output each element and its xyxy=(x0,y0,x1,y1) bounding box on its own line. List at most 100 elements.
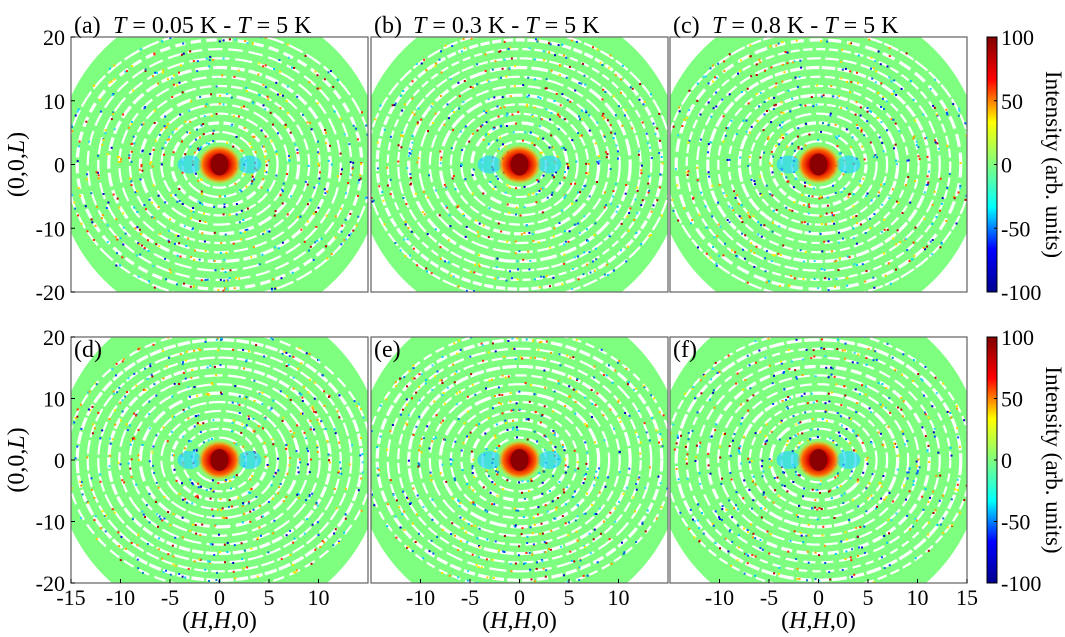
side-lobe xyxy=(477,155,502,174)
speckle xyxy=(557,44,560,47)
speckle xyxy=(853,573,856,576)
speckle xyxy=(208,580,210,582)
speckle xyxy=(900,408,903,411)
speckle xyxy=(796,578,799,580)
speckle xyxy=(130,439,133,442)
speckle xyxy=(172,513,175,515)
speckle xyxy=(880,121,883,124)
speckle xyxy=(345,192,347,195)
powder-ring xyxy=(748,103,889,226)
speckle xyxy=(690,222,692,225)
speckle xyxy=(702,75,705,78)
speckle xyxy=(545,78,548,81)
speckle xyxy=(758,349,761,352)
speckle xyxy=(515,426,518,429)
speckle xyxy=(324,428,327,431)
speckle xyxy=(563,243,566,246)
speckle xyxy=(336,79,339,82)
speckle xyxy=(707,101,710,104)
speckle xyxy=(900,87,903,90)
speckle xyxy=(216,508,219,511)
speckle xyxy=(505,114,508,117)
speckle xyxy=(296,424,299,427)
speckle xyxy=(777,252,780,255)
speckle xyxy=(409,503,411,505)
x-axis-label: (H,H,0) xyxy=(482,608,557,634)
speckle xyxy=(789,539,792,542)
speckle xyxy=(497,148,500,151)
speckle xyxy=(185,359,187,362)
speckle xyxy=(205,142,208,145)
speckle xyxy=(95,171,98,174)
speckle xyxy=(865,510,868,513)
speckle xyxy=(753,265,756,268)
speckle xyxy=(572,356,575,359)
speckle xyxy=(191,482,194,485)
speckle xyxy=(487,133,490,136)
speckle xyxy=(781,400,784,402)
speckle xyxy=(564,522,567,525)
speckle xyxy=(629,86,632,89)
speckle xyxy=(107,201,110,204)
speckle xyxy=(383,128,386,131)
speckle xyxy=(136,226,139,229)
speckle xyxy=(457,285,460,288)
speckle xyxy=(374,118,377,121)
speckle xyxy=(778,438,781,441)
speckle xyxy=(567,465,570,468)
speckle xyxy=(525,105,528,108)
speckle xyxy=(94,515,97,518)
speckle xyxy=(308,352,311,355)
speckle xyxy=(647,175,650,178)
speckle xyxy=(872,581,875,583)
speckle xyxy=(417,107,420,110)
speckle xyxy=(701,512,703,514)
speckle xyxy=(704,75,707,78)
speckle xyxy=(420,62,423,65)
speckle xyxy=(649,234,652,236)
speckle xyxy=(126,429,129,432)
speckle xyxy=(85,178,88,181)
powder-ring xyxy=(470,418,569,502)
speckle xyxy=(429,474,432,477)
speckle xyxy=(533,523,536,526)
speckle xyxy=(574,400,577,403)
speckle xyxy=(587,163,590,165)
speckle xyxy=(596,392,599,395)
speckle xyxy=(378,185,381,188)
speckle xyxy=(142,122,145,125)
speckle xyxy=(434,375,437,378)
speckle xyxy=(791,97,794,100)
speckle xyxy=(893,446,896,449)
speckle xyxy=(751,507,753,510)
speckle xyxy=(502,550,505,553)
speckle xyxy=(368,137,370,139)
speckle xyxy=(412,487,415,490)
speckle xyxy=(359,454,362,457)
center-core xyxy=(809,449,828,471)
speckle xyxy=(639,441,642,444)
speckle xyxy=(442,391,445,394)
speckle xyxy=(735,133,738,136)
speckle xyxy=(958,107,961,110)
speckle xyxy=(234,38,237,41)
speckle xyxy=(896,446,898,449)
speckle xyxy=(204,278,207,281)
speckle xyxy=(877,117,880,120)
speckle xyxy=(595,513,598,515)
speckle xyxy=(781,63,784,66)
speckle xyxy=(534,278,536,281)
speckle xyxy=(527,418,530,420)
speckle xyxy=(476,129,479,132)
speckle xyxy=(153,286,156,289)
speckle xyxy=(240,106,243,109)
speckle xyxy=(121,410,124,413)
speckle xyxy=(934,509,937,512)
speckle xyxy=(231,123,234,126)
speckle xyxy=(539,151,542,154)
speckle xyxy=(155,243,158,246)
speckle xyxy=(830,85,833,88)
speckle xyxy=(549,43,552,46)
speckle xyxy=(596,561,599,564)
speckle xyxy=(312,408,315,411)
